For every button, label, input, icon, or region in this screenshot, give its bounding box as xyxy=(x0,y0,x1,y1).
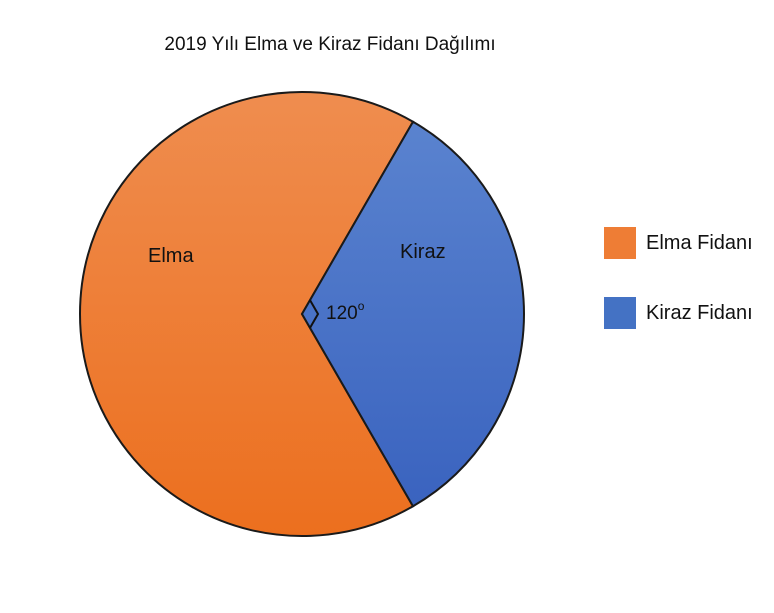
chart-title: 2019 Yılı Elma ve Kiraz Fidanı Dağılımı xyxy=(164,34,496,55)
angle-annotation: 120o xyxy=(326,299,365,324)
legend-swatch-elma xyxy=(604,227,636,259)
slice-label-elma: Elma xyxy=(148,245,194,267)
legend-label-elma: Elma Fidanı xyxy=(646,231,753,254)
legend-label-kiraz: Kiraz Fidanı xyxy=(646,301,753,324)
pie-slice-elma xyxy=(79,91,415,537)
legend-item-elma: Elma Fidanı xyxy=(604,226,753,260)
pie-slice-kiraz xyxy=(300,120,526,508)
angle-value: 120 xyxy=(326,303,358,324)
legend-item-kiraz: Kiraz Fidanı xyxy=(604,296,753,330)
slice-label-kiraz: Kiraz xyxy=(400,241,446,263)
angle-marker xyxy=(309,299,320,329)
angle-degree-sign: o xyxy=(358,299,365,313)
legend: Elma Fidanı Kiraz Fidanı xyxy=(604,226,753,366)
legend-swatch-kiraz xyxy=(604,297,636,329)
